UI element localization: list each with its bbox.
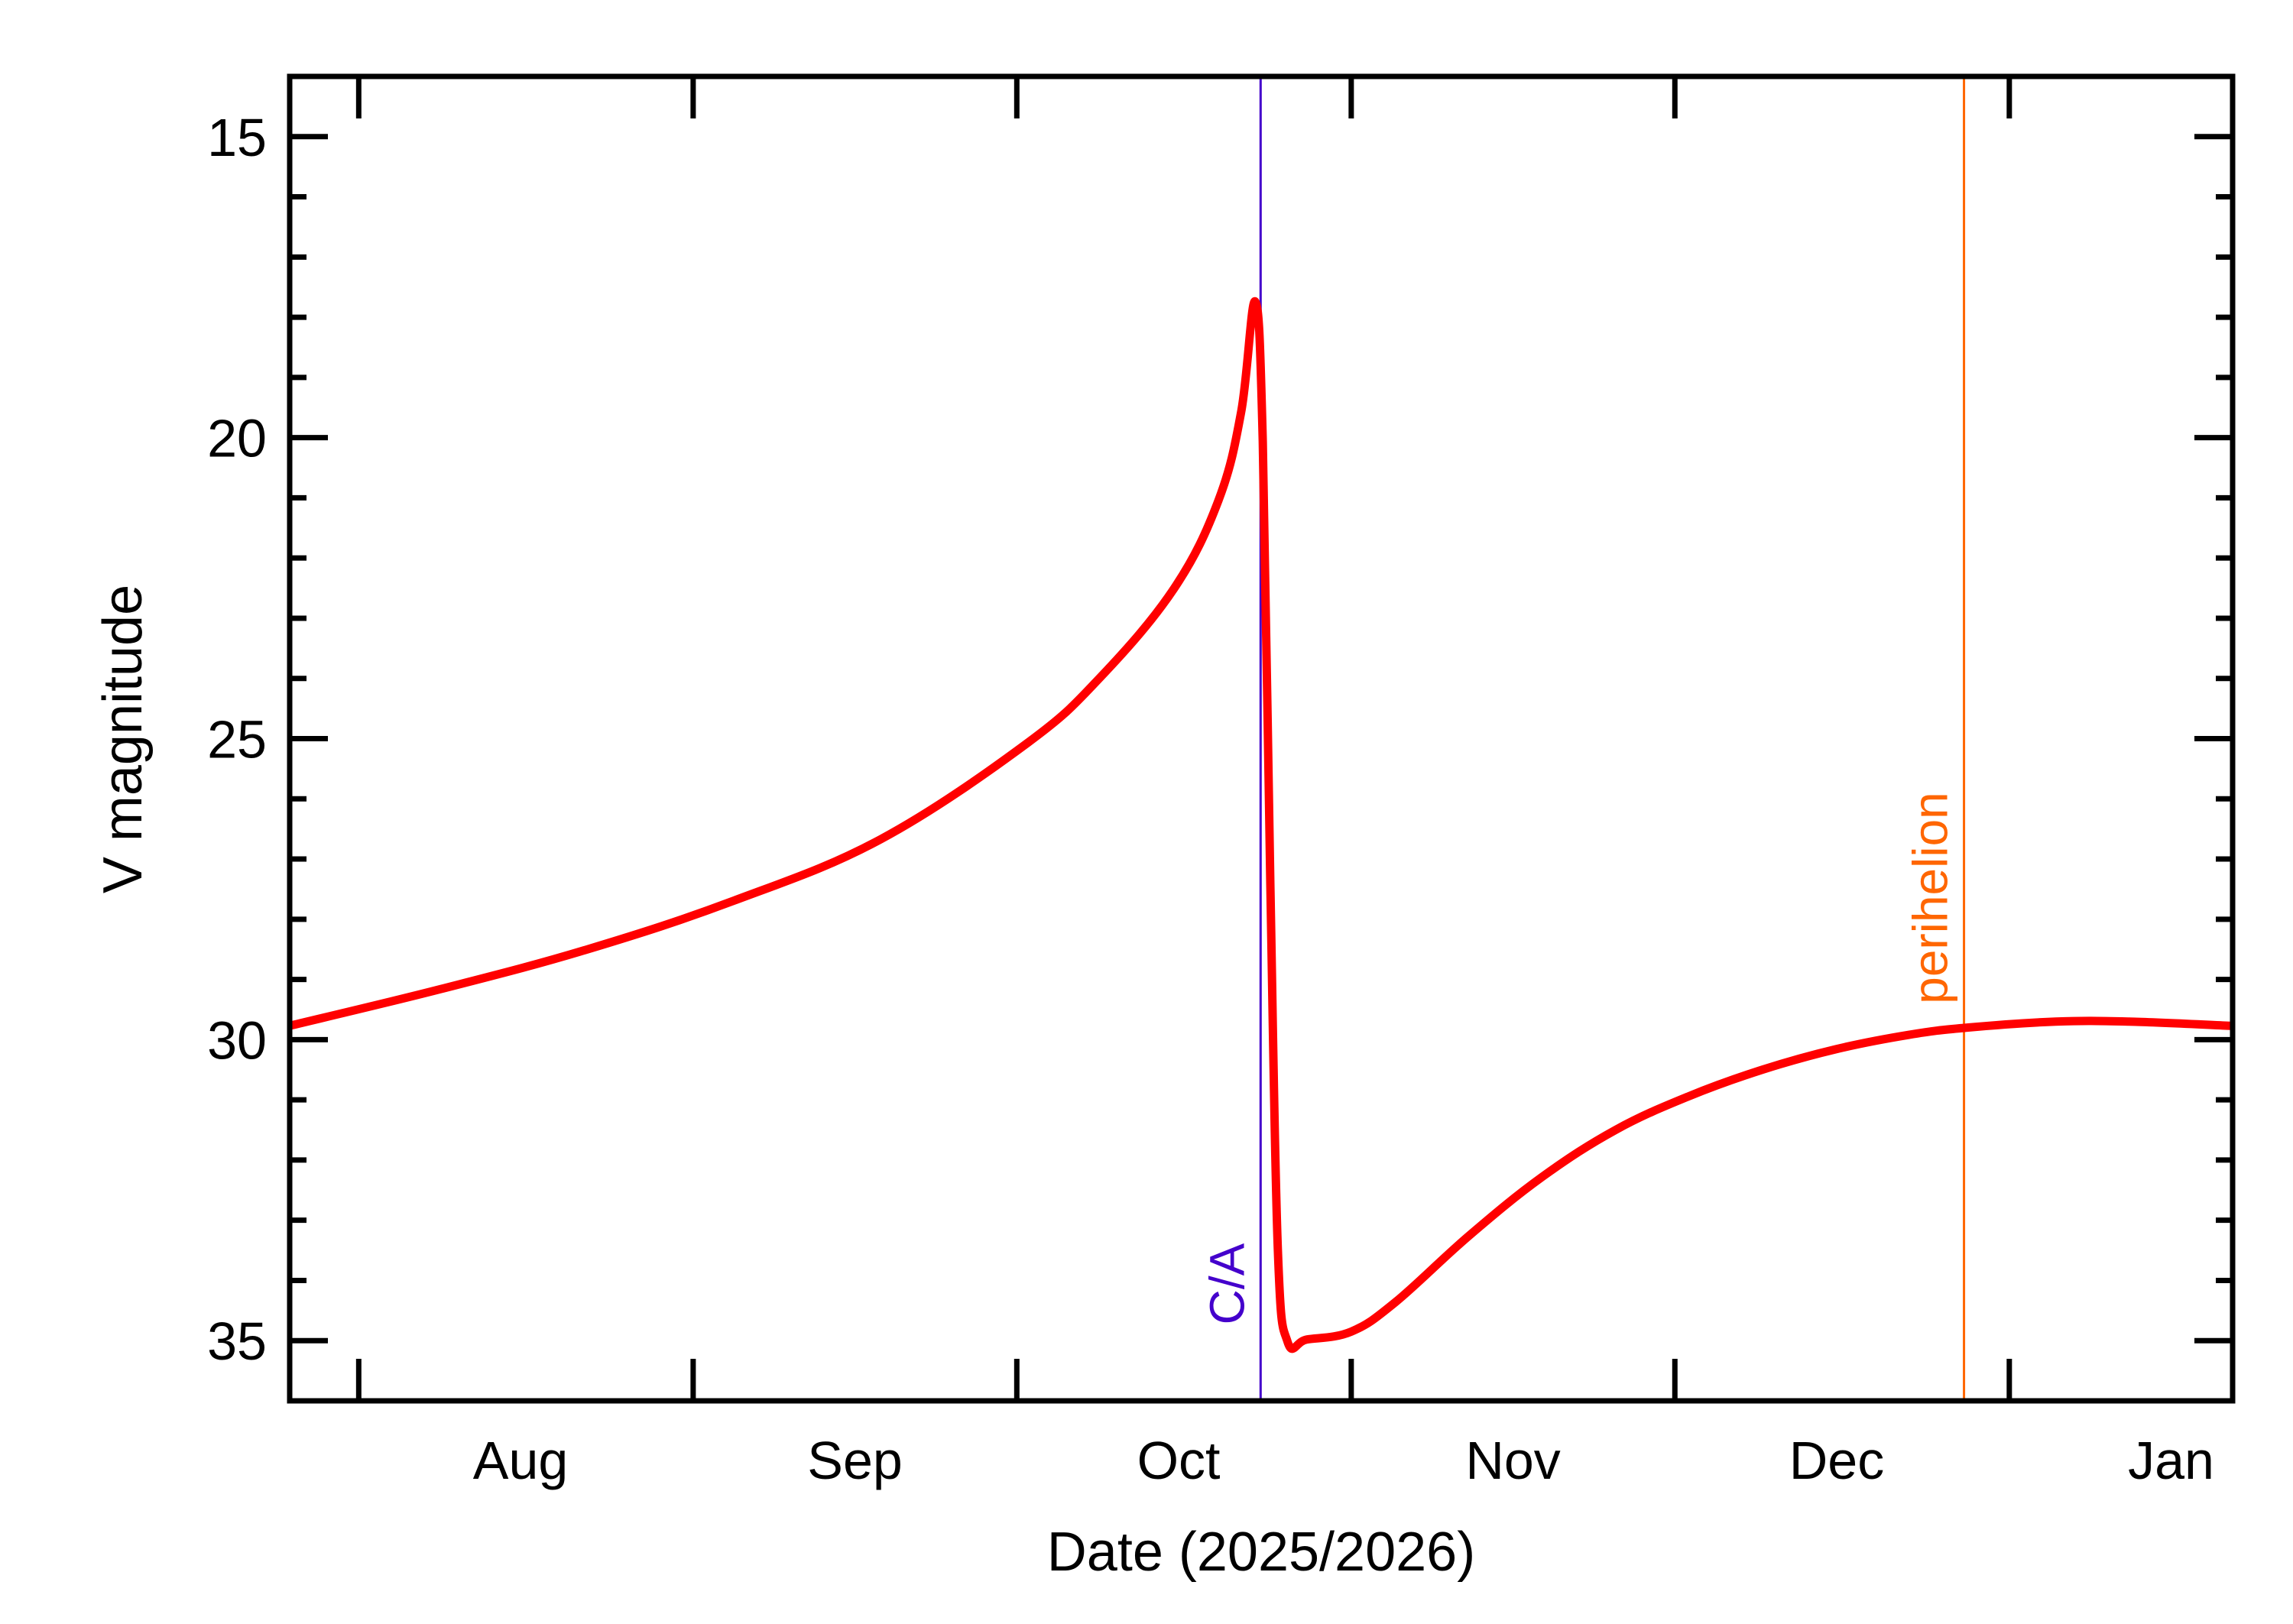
x-tick-label: Jan bbox=[2128, 1431, 2214, 1490]
y-tick-label: 25 bbox=[207, 710, 267, 770]
plot-frame bbox=[287, 73, 2236, 1404]
x-tick-label: Oct bbox=[1137, 1431, 1221, 1490]
y-tick-label: 20 bbox=[207, 409, 267, 468]
x-tick-label: Dec bbox=[1789, 1431, 1884, 1490]
y-axis-label: V magnitude bbox=[92, 585, 154, 893]
annotation-label-ca: C/A bbox=[1199, 1243, 1254, 1324]
annotation-label-perihelion: perihelion bbox=[1903, 792, 1958, 1004]
x-tick-label: Aug bbox=[473, 1431, 569, 1490]
y-tick-label: 30 bbox=[207, 1010, 267, 1070]
y-tick-label: 15 bbox=[207, 108, 267, 167]
x-tick-label: Nov bbox=[1465, 1431, 1560, 1490]
y-tick-label: 35 bbox=[207, 1311, 267, 1371]
x-axis-label: Date (2025/2026) bbox=[1047, 1522, 1475, 1583]
x-tick-label: Sep bbox=[807, 1431, 903, 1490]
